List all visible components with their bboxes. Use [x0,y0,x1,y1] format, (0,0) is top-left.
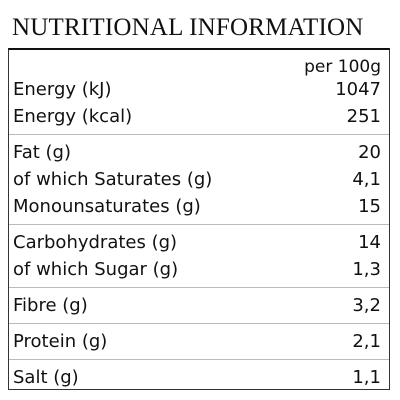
table-row: Energy (kJ) 1047 [9,76,389,103]
nutrient-value: 1,3 [352,259,381,280]
title: NUTRITIONAL INFORMATION [12,14,364,41]
nutrient-label: Energy (kcal) [13,106,133,127]
table-row: Protein (g) 2,1 [9,328,389,355]
table-row: Fat (g) 20 [9,139,389,166]
nutrient-label: of which Sugar (g) [13,259,179,280]
nutrient-value: 2,1 [352,331,381,352]
row-group: Fat (g) 20 of which Saturates (g) 4,1 Monoun… [9,134,389,224]
nutrition-table: per 100g Energy (kJ) 1047 Energy (kcal) 251… [8,48,390,390]
table-row: Carbohydrates (g) 14 [9,229,389,256]
table-row: Fibre (g) 3,2 [9,292,389,319]
nutrient-label: Protein (g) [13,331,108,352]
nutrient-label: Salt (g) [13,367,79,388]
table-row: Energy (kcal) 251 [9,103,389,130]
table-row: of which Saturates (g) 4,1 [9,166,389,193]
table-row: of which Sugar (g) 1,3 [9,256,389,283]
column-header: per 100g [304,57,381,77]
nutrient-value: 14 [358,232,381,253]
nutrient-value: 3,2 [352,295,381,316]
nutrient-label: Carbohydrates (g) [13,232,178,253]
nutrient-value: 15 [358,196,381,217]
table-row: Monounsaturates (g) 15 [9,193,389,220]
nutrient-label: Fibre (g) [13,295,88,316]
row-group: per 100g Energy (kJ) 1047 Energy (kcal) 251 [9,50,389,134]
nutrient-value: 251 [346,106,381,127]
row-group: Protein (g) 2,1 [9,323,389,359]
nutrient-label: Fat (g) [13,142,71,163]
nutrient-label: of which Saturates (g) [13,169,213,190]
row-group: Salt (g) 1,1 [9,359,389,395]
row-group: Carbohydrates (g) 14 of which Sugar (g) 1,3 [9,224,389,287]
nutrient-value: 20 [358,142,381,163]
nutrient-value: 1047 [335,79,381,100]
nutrient-label: Energy (kJ) [13,79,112,100]
row-group: Fibre (g) 3,2 [9,287,389,323]
table-row: Salt (g) 1,1 [9,364,389,391]
nutrient-value: 4,1 [352,169,381,190]
nutrient-label: Monounsaturates (g) [13,196,201,217]
nutrient-value: 1,1 [352,367,381,388]
